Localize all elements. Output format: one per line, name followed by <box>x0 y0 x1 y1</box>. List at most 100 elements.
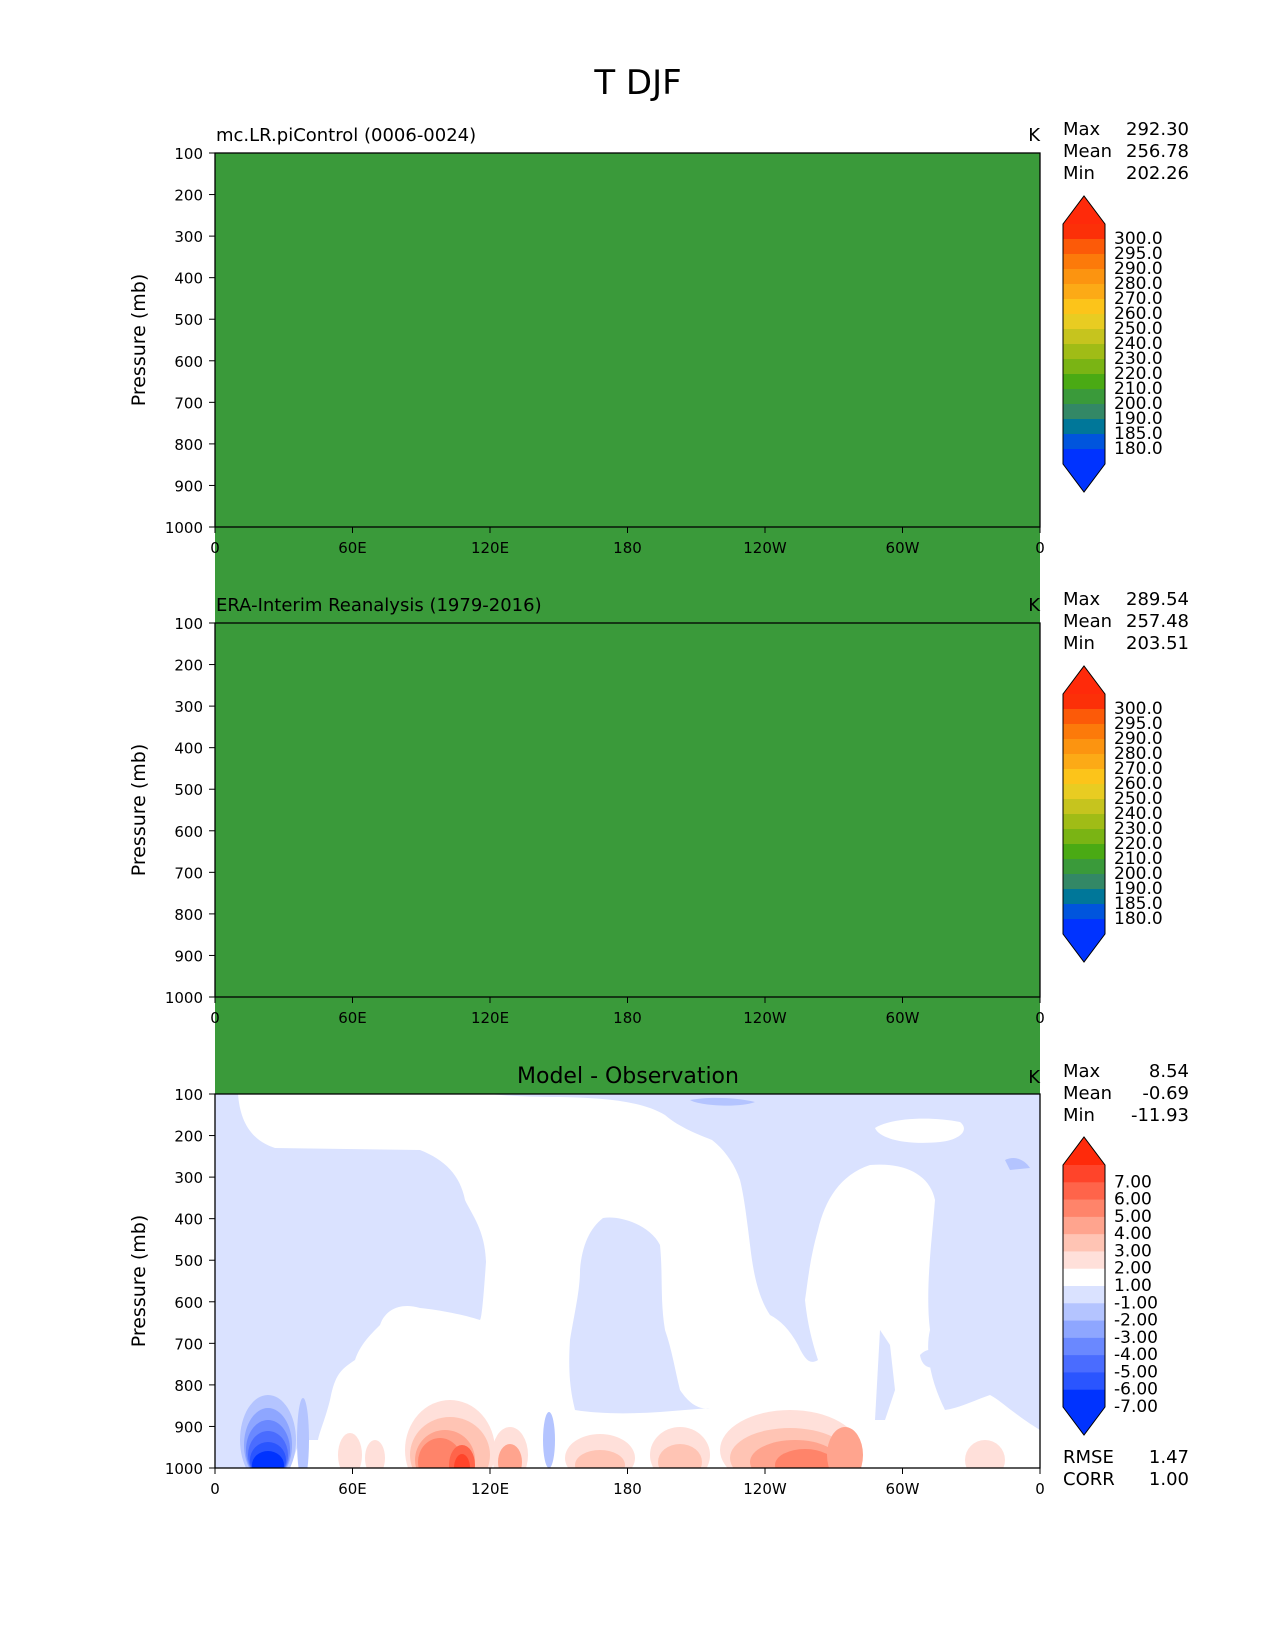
y-tick-label: 800 <box>174 906 203 924</box>
y-tick-label: 800 <box>174 436 203 454</box>
colorbar-band <box>1063 904 1105 920</box>
colorbar-level-label: 280.0 <box>1114 744 1163 764</box>
colorbar-level-label: 300.0 <box>1114 699 1163 719</box>
colorbar-level-label: 230.0 <box>1114 819 1163 839</box>
x-tick-label: 60W <box>886 1480 920 1498</box>
stat-label-mean: Mean <box>1063 611 1112 632</box>
stat-value-mean: 257.48 <box>1126 611 1189 632</box>
colorbar-level-label: 2.00 <box>1114 1259 1152 1279</box>
stat-label-min: Min <box>1063 163 1095 184</box>
stat-label-max: Max <box>1063 119 1101 140</box>
x-tick-label: 120E <box>471 539 509 557</box>
colorbar-level-label: 270.0 <box>1114 759 1163 779</box>
colorbar-level-label: 230.0 <box>1114 349 1163 369</box>
stat-value-mean: 256.78 <box>1126 141 1189 162</box>
colorbar-level-label: 240.0 <box>1114 804 1163 824</box>
contour-band <box>215 640 1040 1100</box>
stat-label-mean: Mean <box>1063 1083 1112 1104</box>
colorbar-level-label: 295.0 <box>1114 244 1163 264</box>
colorbar-outline <box>1062 195 1106 493</box>
y-tick-label: 200 <box>174 187 203 205</box>
colorbar-band <box>1063 1216 1105 1235</box>
panel-model-units: K <box>1028 125 1041 146</box>
panel-obs-ylabel: Pressure (mb) <box>128 744 150 877</box>
colorbar-level-label: 210.0 <box>1114 849 1163 869</box>
stat-value-min: -11.93 <box>1131 1105 1189 1126</box>
x-tick-label: 180 <box>613 1009 642 1027</box>
colorbar-level-label: 190.0 <box>1114 879 1163 899</box>
panel-diff-contour-field <box>215 1094 1040 1468</box>
panel-model-ylabel: Pressure (mb) <box>128 274 150 407</box>
colorbar-level-label: 220.0 <box>1114 364 1163 384</box>
panel-model: mc.LR.piControl (0006-0024) K 100 200 300 4… <box>128 119 1189 700</box>
y-tick-label: 800 <box>174 1377 203 1395</box>
colorbar-level-label: -1.00 <box>1114 1293 1158 1313</box>
contour-band <box>875 1118 964 1143</box>
colorbar-band <box>1063 389 1105 405</box>
x-tick-label: 0 <box>210 1009 220 1027</box>
colorbar-level-label: -7.00 <box>1114 1397 1158 1417</box>
stat-value-corr: 1.00 <box>1149 1469 1189 1490</box>
contour-band <box>965 1440 1005 1468</box>
x-tick-label: 60E <box>338 1480 367 1498</box>
colorbar-level-label: 200.0 <box>1114 394 1163 414</box>
contour-band <box>252 1451 284 1468</box>
colorbar-band <box>1063 299 1105 315</box>
y-tick-label: 400 <box>174 270 203 288</box>
panel-model-colorbar: 300.0295.0290.0280.0270.0260.0250.0240.0… <box>1062 195 1163 493</box>
contour-band <box>365 1440 385 1468</box>
colorbar-band <box>1063 784 1105 800</box>
colorbar-band <box>1063 709 1105 725</box>
contour-band <box>297 1398 309 1468</box>
panel-obs-y-ticks: 100 200 300 400 500 600 700 800 900 1000 <box>165 615 215 1007</box>
contour-band <box>658 1444 702 1468</box>
colorbar-band <box>1063 254 1105 270</box>
stat-label-max: Max <box>1063 1061 1101 1082</box>
y-tick-label: 400 <box>174 740 203 758</box>
y-tick-label: 1000 <box>165 989 203 1007</box>
panel-obs-colorbar: 300.0295.0290.0280.0270.0260.0250.0240.0… <box>1062 665 1163 963</box>
colorbar-level-label: 270.0 <box>1114 289 1163 309</box>
panel-diff-ylabel: Pressure (mb) <box>128 1215 150 1348</box>
panel-obs-units: K <box>1028 595 1041 616</box>
stat-label-min: Min <box>1063 1105 1095 1126</box>
panel-diff-units: K <box>1028 1067 1041 1088</box>
colorbar-level-label: 180.0 <box>1114 909 1163 929</box>
colorbar-level-label: 290.0 <box>1114 259 1163 279</box>
panel-model-title: mc.LR.piControl (0006-0024) <box>216 125 476 146</box>
y-tick-label: 900 <box>174 947 203 965</box>
y-tick-label: 100 <box>174 1086 203 1104</box>
colorbar-band <box>1063 1199 1105 1218</box>
y-tick-label: 100 <box>174 145 203 163</box>
panel-obs-x-ticks: 0 60E 120E 180 120W 60W 0 <box>210 997 1045 1027</box>
contour-band <box>215 172 1040 700</box>
y-tick-label: 100 <box>174 615 203 633</box>
colorbar-band <box>1063 419 1105 435</box>
y-tick-label: 500 <box>174 781 203 799</box>
y-tick-label: 600 <box>174 823 203 841</box>
y-tick-label: 300 <box>174 1169 203 1187</box>
colorbar-level-label: 300.0 <box>1114 229 1163 249</box>
contour-band <box>775 1449 835 1468</box>
stat-value-rmse: 1.47 <box>1149 1447 1189 1468</box>
y-tick-label: 900 <box>174 1418 203 1436</box>
colorbar-level-label: -5.00 <box>1114 1362 1158 1382</box>
colorbar-band <box>1063 359 1105 375</box>
x-tick-label: 0 <box>1035 1009 1045 1027</box>
colorbar-band <box>1063 404 1105 420</box>
x-tick-label: 180 <box>613 1480 642 1498</box>
x-tick-label: 0 <box>210 539 220 557</box>
colorbar-band <box>1063 1320 1105 1339</box>
y-tick-label: 700 <box>174 864 203 882</box>
colorbar-level-label: 240.0 <box>1114 334 1163 354</box>
colorbar-band <box>1063 919 1105 935</box>
stat-value-max: 289.54 <box>1126 589 1189 610</box>
x-tick-label: 60E <box>338 1009 367 1027</box>
y-tick-label: 1000 <box>165 1460 203 1478</box>
contour-band <box>575 1450 625 1468</box>
colorbar-band <box>1063 889 1105 905</box>
colorbar-band <box>1063 1303 1105 1322</box>
stat-value-min: 203.51 <box>1126 633 1189 654</box>
colorbar-level-label: 260.0 <box>1114 304 1163 324</box>
colorbar-level-label: 220.0 <box>1114 834 1163 854</box>
